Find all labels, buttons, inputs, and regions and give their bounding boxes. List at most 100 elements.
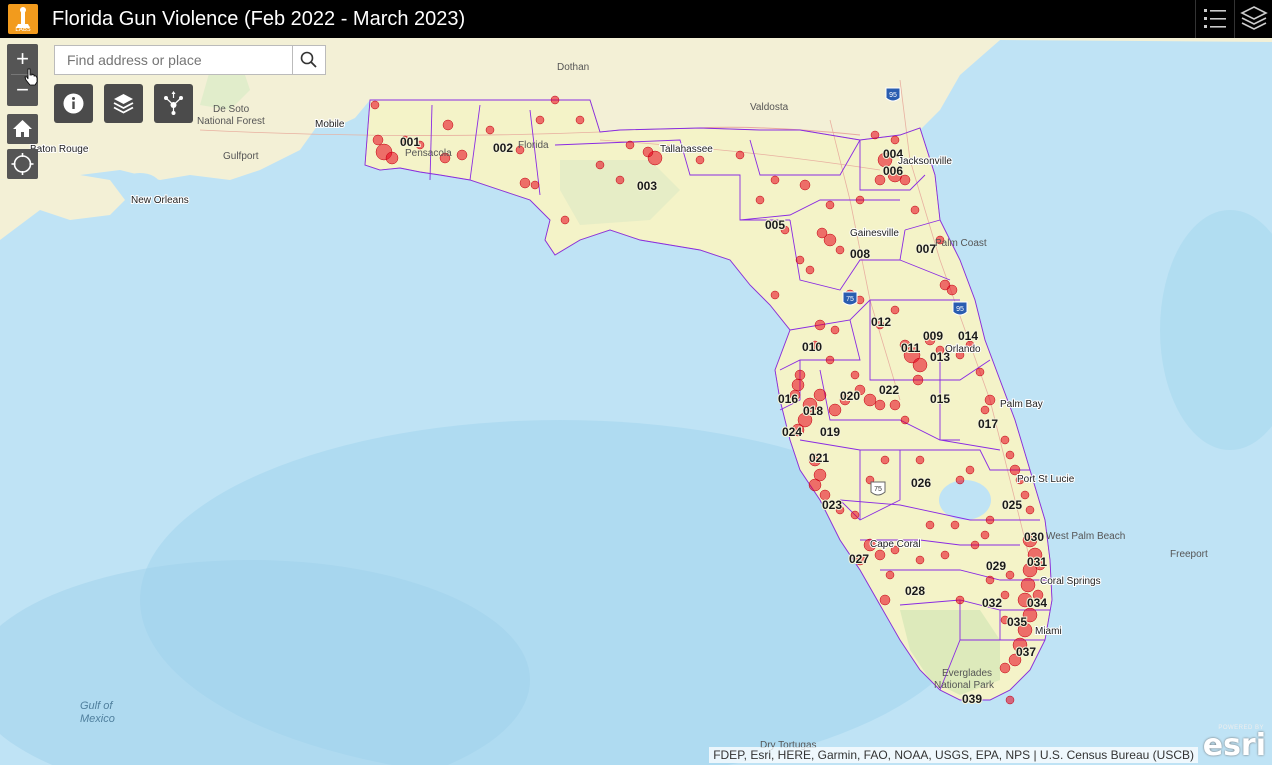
incident-point[interactable] <box>770 175 780 185</box>
incident-point[interactable] <box>808 453 822 467</box>
incident-point[interactable] <box>370 100 380 110</box>
incident-point[interactable] <box>1017 592 1033 608</box>
map-view[interactable]: 001 002 003 004 005 006 007 008 009 010 … <box>0 38 1272 765</box>
locate-button[interactable] <box>7 149 38 179</box>
incident-point[interactable] <box>854 554 866 566</box>
search-button[interactable] <box>292 46 325 74</box>
incident-point[interactable] <box>889 399 901 411</box>
incident-point[interactable] <box>1020 490 1030 500</box>
incident-point[interactable] <box>825 200 835 210</box>
incident-point[interactable] <box>813 468 827 482</box>
incident-point[interactable] <box>935 345 945 355</box>
zoom-in-button[interactable]: + <box>16 46 29 71</box>
incident-point[interactable] <box>877 152 893 168</box>
incident-point[interactable] <box>1000 590 1010 600</box>
incident-point[interactable] <box>870 130 880 140</box>
incident-point[interactable] <box>875 320 885 330</box>
incident-point[interactable] <box>874 549 886 561</box>
incident-point[interactable] <box>797 412 813 428</box>
incident-point[interactable] <box>912 357 928 373</box>
incident-point[interactable] <box>442 119 454 131</box>
incident-point[interactable] <box>935 235 945 245</box>
incident-point[interactable] <box>1015 475 1025 485</box>
incident-point[interactable] <box>799 179 811 191</box>
incident-point[interactable] <box>863 393 877 407</box>
incident-point[interactable] <box>1022 607 1038 623</box>
incident-point[interactable] <box>985 575 995 585</box>
incident-point[interactable] <box>850 510 860 520</box>
incident-point[interactable] <box>910 205 920 215</box>
incident-point[interactable] <box>819 489 831 501</box>
incident-point[interactable] <box>879 594 891 606</box>
incident-point[interactable] <box>755 195 765 205</box>
incident-point[interactable] <box>885 570 895 580</box>
incident-point[interactable] <box>1009 464 1021 476</box>
incident-point[interactable] <box>485 125 495 135</box>
incident-point[interactable] <box>1022 532 1038 548</box>
incident-point[interactable] <box>1027 547 1043 563</box>
incident-point[interactable] <box>1005 695 1015 705</box>
incident-point[interactable] <box>854 384 866 396</box>
incident-point[interactable] <box>1005 450 1015 460</box>
incident-point[interactable] <box>835 245 845 255</box>
incident-point[interactable] <box>1022 562 1038 578</box>
incident-point[interactable] <box>813 388 827 402</box>
incident-point[interactable] <box>1000 615 1010 625</box>
share-button[interactable] <box>154 84 193 123</box>
incident-point[interactable] <box>695 155 705 165</box>
incident-point[interactable] <box>975 367 985 377</box>
incident-point[interactable] <box>939 279 951 291</box>
incident-point[interactable] <box>915 455 925 465</box>
incident-point[interactable] <box>519 177 531 189</box>
incident-point[interactable] <box>1008 653 1022 667</box>
incident-point[interactable] <box>1020 577 1036 593</box>
incident-point[interactable] <box>530 180 540 190</box>
incident-point[interactable] <box>950 520 960 530</box>
incident-point[interactable] <box>980 530 990 540</box>
incident-point[interactable] <box>791 378 805 392</box>
incident-point[interactable] <box>980 405 990 415</box>
incident-points[interactable] <box>370 95 1046 705</box>
incident-point[interactable] <box>955 595 965 605</box>
incident-point[interactable] <box>1000 435 1010 445</box>
incident-point[interactable] <box>385 151 399 165</box>
incident-point[interactable] <box>955 350 965 360</box>
incident-point[interactable] <box>863 538 877 552</box>
incident-point[interactable] <box>791 423 805 437</box>
incident-point[interactable] <box>816 227 828 239</box>
incident-point[interactable] <box>595 160 605 170</box>
incident-point[interactable] <box>900 415 910 425</box>
incident-point[interactable] <box>1005 570 1015 580</box>
incident-point[interactable] <box>794 369 806 381</box>
incident-point[interactable] <box>456 149 468 161</box>
incident-point[interactable] <box>925 520 935 530</box>
incident-point[interactable] <box>372 134 384 146</box>
incident-point[interactable] <box>890 545 900 555</box>
incident-point[interactable] <box>912 374 924 386</box>
incident-point[interactable] <box>985 515 995 525</box>
zoom-out-button[interactable]: − <box>16 77 29 102</box>
incident-point[interactable] <box>805 265 815 275</box>
incident-point[interactable] <box>625 140 635 150</box>
incident-point[interactable] <box>899 339 911 351</box>
incident-point[interactable] <box>1032 589 1044 601</box>
incident-point[interactable] <box>808 478 822 492</box>
incident-point[interactable] <box>855 195 865 205</box>
incident-point[interactable] <box>984 394 996 406</box>
incident-point[interactable] <box>823 233 837 247</box>
incident-point[interactable] <box>615 175 625 185</box>
incident-point[interactable] <box>642 146 654 158</box>
incident-point[interactable] <box>439 152 451 164</box>
incident-point[interactable] <box>835 505 845 515</box>
incident-point[interactable] <box>899 174 911 186</box>
incident-point[interactable] <box>880 455 890 465</box>
incident-point[interactable] <box>575 115 585 125</box>
incident-point[interactable] <box>828 403 842 417</box>
incident-point[interactable] <box>965 465 975 475</box>
incident-point[interactable] <box>915 555 925 565</box>
incident-point[interactable] <box>515 145 525 155</box>
legend-button[interactable] <box>1195 0 1234 38</box>
incident-point[interactable] <box>795 255 805 265</box>
incident-point[interactable] <box>770 290 780 300</box>
layer-list-button[interactable] <box>104 84 143 123</box>
